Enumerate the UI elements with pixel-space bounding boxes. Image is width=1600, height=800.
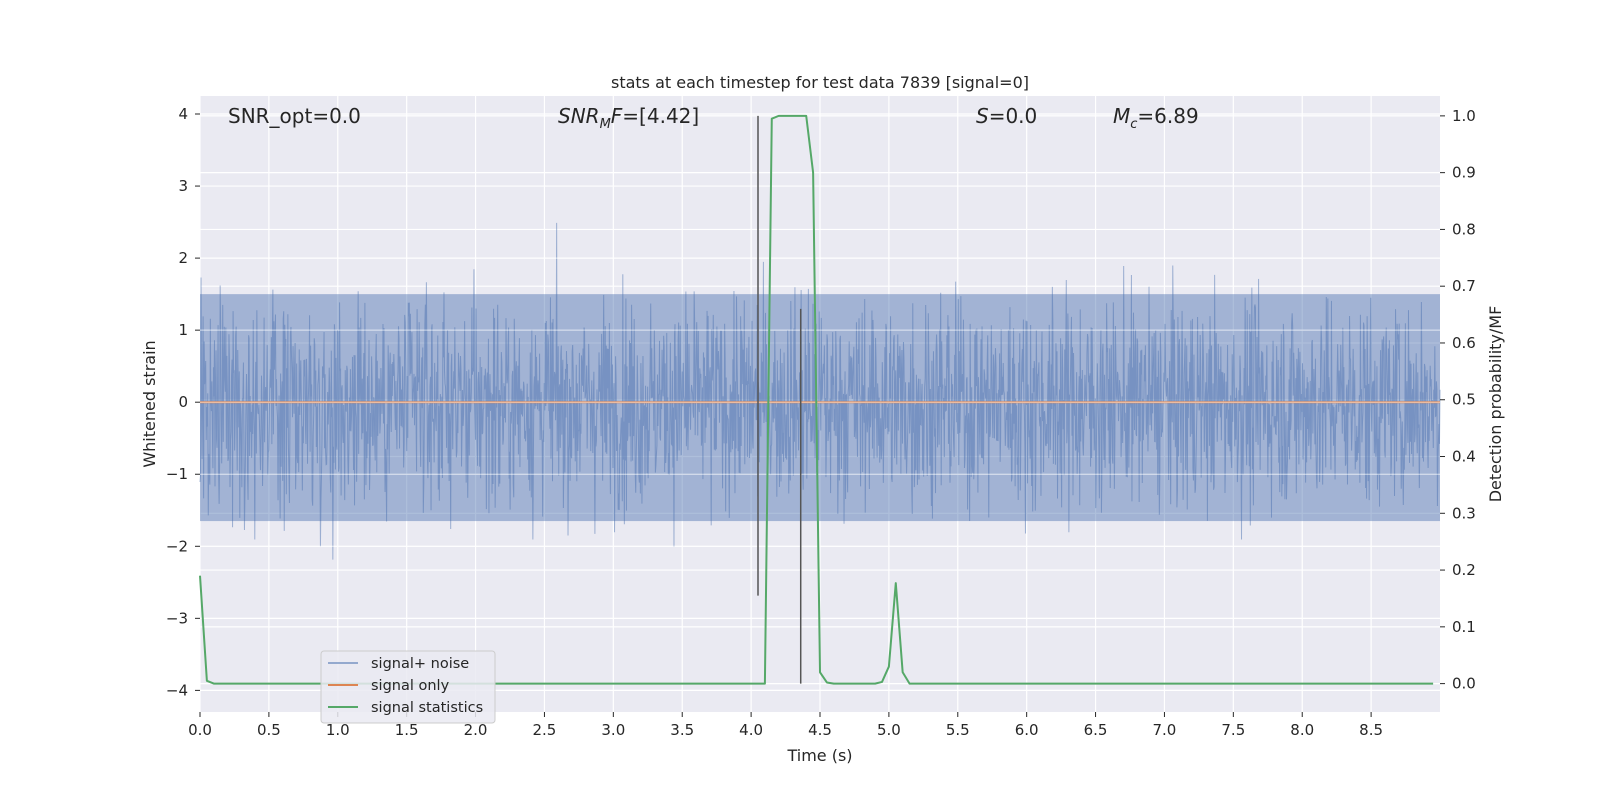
y-left-tick-label: −3: [166, 609, 188, 627]
x-tick-label: 2.5: [533, 721, 557, 739]
annotation-snr-mf-subscript: M: [600, 117, 611, 132]
x-tick-label: 7.5: [1221, 721, 1245, 739]
x-axis-title: Time (s): [786, 746, 852, 765]
y-left-tick-label: 0: [178, 393, 188, 411]
annotation-snr-mf: SNRMF=[4.42]: [558, 104, 699, 132]
chart-title: stats at each timestep for test data 783…: [611, 73, 1029, 92]
x-tick-label: 1.5: [395, 721, 419, 739]
y-right-tick-label: 0.9: [1452, 164, 1476, 182]
series-signal-statistics-line: [199, 114, 1434, 685]
annotation-snr-mf-f: F: [611, 104, 623, 128]
annotation-s: S=0.0: [976, 104, 1037, 128]
series-signal-noise-line: [199, 222, 1441, 560]
x-tick-label: 1.0: [326, 721, 350, 739]
x-tick-label: 6.0: [1015, 721, 1039, 739]
legend-label-signal-statistics: signal statistics: [371, 700, 483, 716]
series-signal-noise-band: [200, 294, 1440, 522]
annotation-snr-mf-symbol: SNR: [558, 104, 600, 128]
x-tick-label: 2.0: [464, 721, 488, 739]
y-right-tick-label: 0.0: [1452, 675, 1476, 693]
x-tick-label: 3.5: [670, 721, 694, 739]
legend: signal+ noise signal only signal statist…: [320, 650, 496, 724]
y-right-tick-label: 1.0: [1452, 107, 1476, 125]
x-tick-label: 0.5: [257, 721, 281, 739]
x-tick-label: 8.0: [1290, 721, 1314, 739]
x-tick-label: 7.0: [1153, 721, 1177, 739]
y-right-axis-title: Detection probability/MF: [1486, 306, 1505, 503]
annotation-mc-subscript: c: [1130, 117, 1137, 132]
x-tick-label: 5.0: [877, 721, 901, 739]
y-right-tick-label: 0.2: [1452, 561, 1476, 579]
x-tick-label: 3.0: [601, 721, 625, 739]
annotation-snr-mf-value: =[4.42]: [622, 104, 699, 128]
annotations: SNR_opt=0.0 SNRMF=[4.42] S=0.0 Mc=6.89: [228, 104, 1199, 132]
y-right-tick-label: 0.5: [1452, 391, 1476, 409]
y-left-tick-label: −2: [166, 537, 188, 555]
legend-box: [320, 650, 496, 724]
annotation-mc-symbol: M: [1113, 104, 1130, 128]
y-left-tick-label: −1: [166, 465, 188, 483]
x-tick-label: 0.0: [188, 721, 212, 739]
y-left-axis-title: Whitened strain: [140, 340, 159, 467]
x-tick-label: 6.5: [1084, 721, 1108, 739]
x-tick-label: 4.0: [739, 721, 763, 739]
y-right-tick-label: 0.7: [1452, 277, 1476, 295]
legend-label-signal-only: signal only: [371, 678, 450, 694]
y-right-tick-label: 0.1: [1452, 618, 1476, 636]
y-right-tick-label: 0.6: [1452, 334, 1476, 352]
annotation-mc-value: =6.89: [1137, 104, 1198, 128]
y-left-tick-label: −4: [166, 681, 188, 699]
x-tick-label: 5.5: [946, 721, 970, 739]
x-tick-label: 4.5: [808, 721, 832, 739]
y-right-tick-label: 0.3: [1452, 504, 1476, 522]
y-left-tick-label: 1: [178, 321, 188, 339]
y-left-tick-label: 3: [178, 177, 188, 195]
y-left-tick-label: 2: [178, 249, 188, 267]
annotation-mc: Mc=6.89: [1113, 104, 1199, 132]
y-right-tick-label: 0.8: [1452, 220, 1476, 238]
ticks: 0.0 0.5 1.0 1.5 2.0 2.5 3.0 3.5 4.0 4.5 5.0 5.5 6.0 6…: [166, 105, 1476, 739]
y-right-tick-label: 0.4: [1452, 448, 1476, 466]
annotation-s-value: =0.0: [989, 104, 1038, 128]
annotation-snr-opt: SNR_opt=0.0: [228, 104, 361, 128]
annotation-s-symbol: S: [976, 104, 989, 128]
y-left-tick-label: 4: [178, 105, 188, 123]
x-tick-label: 8.5: [1359, 721, 1383, 739]
series-layer: [199, 113, 1441, 691]
legend-label-signal-noise: signal+ noise: [371, 656, 469, 672]
